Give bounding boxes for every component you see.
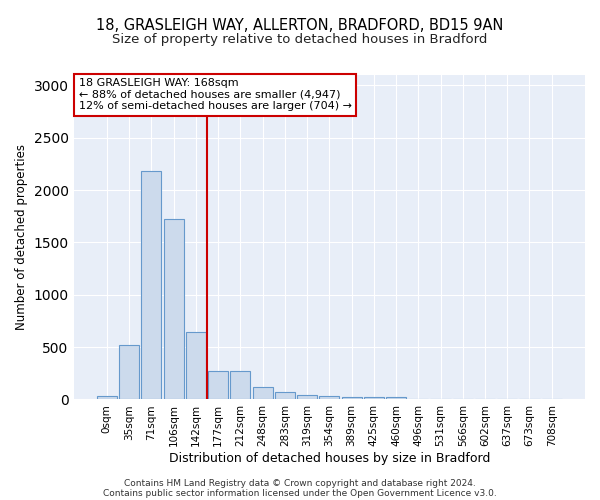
Bar: [230, 371, 250, 400]
Text: Size of property relative to detached houses in Bradford: Size of property relative to detached ho…: [112, 32, 488, 46]
Bar: [186, 332, 206, 400]
Text: Contains HM Land Registry data © Crown copyright and database right 2024.: Contains HM Land Registry data © Crown c…: [124, 478, 476, 488]
Bar: [141, 172, 161, 400]
Bar: [275, 392, 295, 400]
Bar: [386, 397, 406, 400]
Bar: [341, 397, 362, 400]
Bar: [97, 396, 117, 400]
Bar: [297, 396, 317, 400]
Text: 18, GRASLEIGH WAY, ALLERTON, BRADFORD, BD15 9AN: 18, GRASLEIGH WAY, ALLERTON, BRADFORD, B…: [97, 18, 503, 32]
Text: 18 GRASLEIGH WAY: 168sqm
← 88% of detached houses are smaller (4,947)
12% of sem: 18 GRASLEIGH WAY: 168sqm ← 88% of detach…: [79, 78, 352, 112]
Y-axis label: Number of detached properties: Number of detached properties: [15, 144, 28, 330]
Bar: [208, 371, 228, 400]
Bar: [119, 344, 139, 400]
Bar: [408, 399, 428, 400]
Text: Contains public sector information licensed under the Open Government Licence v3: Contains public sector information licen…: [103, 488, 497, 498]
Bar: [253, 387, 272, 400]
Bar: [364, 397, 384, 400]
Bar: [319, 396, 339, 400]
X-axis label: Distribution of detached houses by size in Bradford: Distribution of detached houses by size …: [169, 452, 490, 465]
Bar: [164, 220, 184, 400]
